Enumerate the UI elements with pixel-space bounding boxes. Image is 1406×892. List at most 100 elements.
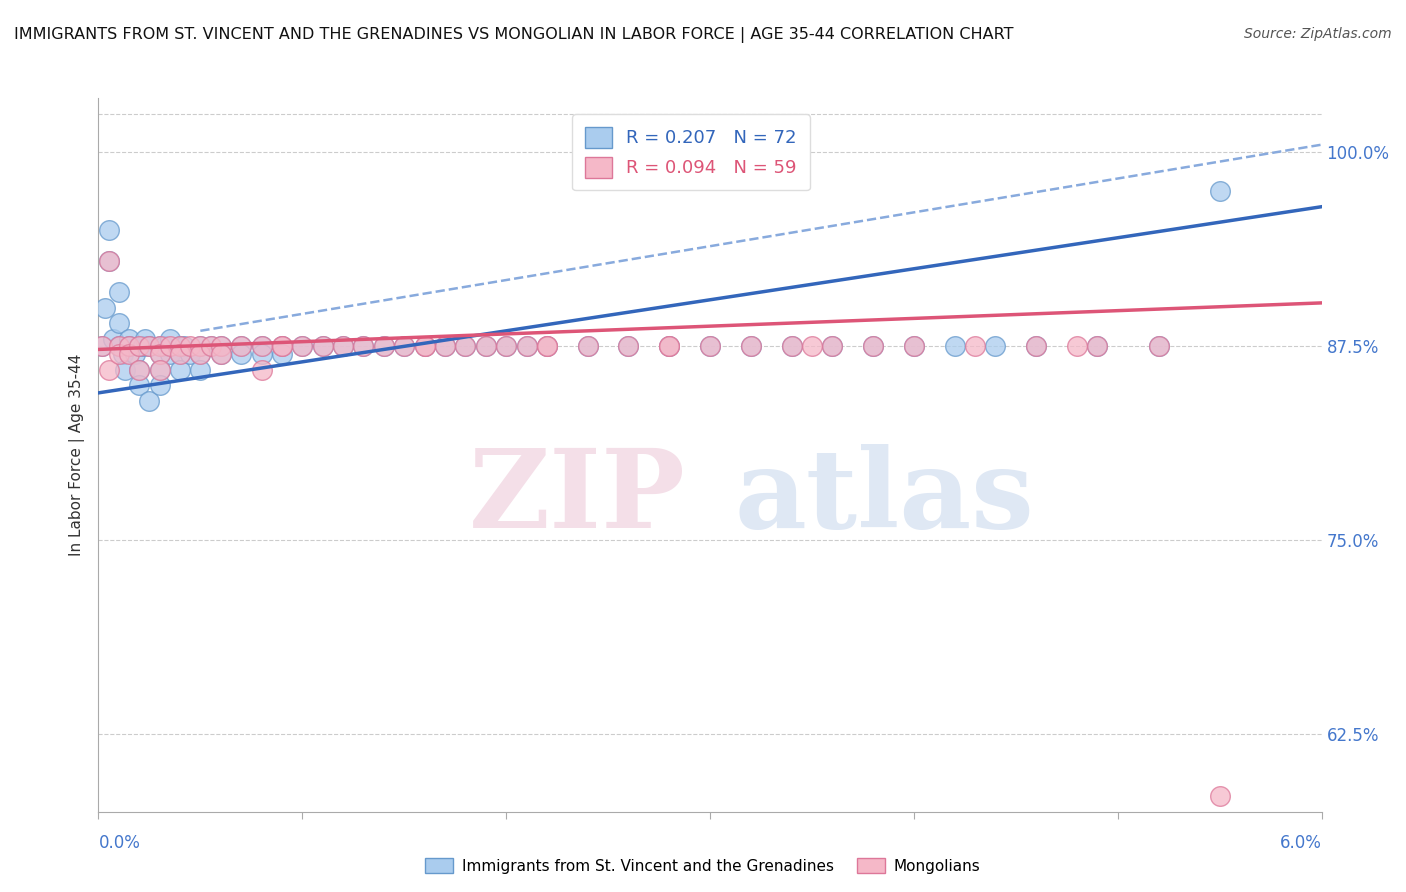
Point [128, 362, 150, 376]
Point [801, 339, 824, 353]
Point [173, 339, 195, 353]
Point [903, 339, 925, 353]
Point [108, 339, 131, 353]
Point [169, 339, 191, 353]
Point [231, 347, 253, 361]
Point [188, 339, 212, 353]
Point [101, 332, 124, 346]
Point [200, 339, 222, 353]
Point [1025, 339, 1047, 353]
Point [149, 339, 172, 353]
Point [474, 339, 498, 353]
Point [108, 285, 131, 299]
Point [169, 339, 191, 353]
Text: IMMIGRANTS FROM ST. VINCENT AND THE GRENADINES VS MONGOLIAN IN LABOR FORCE | AGE: IMMIGRANTS FROM ST. VINCENT AND THE GREN… [14, 27, 1014, 43]
Point [780, 339, 803, 353]
Point [128, 339, 150, 353]
Point [495, 339, 517, 353]
Point [576, 339, 599, 353]
Point [311, 339, 335, 353]
Text: 0.0%: 0.0% [98, 834, 141, 852]
Point [332, 339, 354, 353]
Point [114, 362, 136, 376]
Point [740, 339, 762, 353]
Point [352, 339, 374, 353]
Point [413, 339, 436, 353]
Point [108, 339, 131, 353]
Point [1147, 339, 1170, 353]
Legend: Immigrants from St. Vincent and the Grenadines, Mongolians: Immigrants from St. Vincent and the Gren… [419, 852, 987, 880]
Text: atlas: atlas [734, 444, 1035, 551]
Point [118, 332, 141, 346]
Point [373, 339, 395, 353]
Point [231, 339, 253, 353]
Point [1025, 339, 1047, 353]
Point [862, 339, 884, 353]
Point [250, 362, 273, 376]
Point [134, 332, 156, 346]
Point [270, 339, 292, 353]
Point [118, 347, 141, 361]
Point [658, 339, 681, 353]
Point [159, 339, 181, 353]
Point [943, 339, 966, 353]
Point [209, 339, 232, 353]
Text: ZIP: ZIP [468, 444, 686, 551]
Point [821, 339, 844, 353]
Point [250, 339, 273, 353]
Point [474, 339, 498, 353]
Point [1208, 789, 1232, 804]
Point [862, 339, 884, 353]
Point [332, 339, 354, 353]
Point [250, 347, 273, 361]
Point [740, 339, 762, 353]
Point [291, 339, 314, 353]
Point [1085, 339, 1108, 353]
Point [169, 347, 191, 361]
Point [188, 347, 212, 361]
Point [984, 339, 1007, 353]
Point [433, 339, 456, 353]
Point [536, 339, 558, 353]
Point [536, 339, 558, 353]
Point [516, 339, 538, 353]
Point [179, 347, 201, 361]
Point [536, 339, 558, 353]
Point [311, 339, 335, 353]
Point [138, 393, 160, 408]
Point [617, 339, 640, 353]
Point [576, 339, 599, 353]
Point [91, 339, 114, 353]
Point [231, 339, 253, 353]
Legend: R = 0.207   N = 72, R = 0.094   N = 59: R = 0.207 N = 72, R = 0.094 N = 59 [572, 114, 810, 190]
Point [132, 339, 155, 353]
Point [250, 339, 273, 353]
Point [617, 339, 640, 353]
Point [138, 339, 160, 353]
Point [392, 339, 416, 353]
Point [128, 362, 150, 376]
Point [91, 339, 114, 353]
Y-axis label: In Labor Force | Age 35-44: In Labor Force | Age 35-44 [69, 354, 86, 556]
Point [149, 362, 172, 376]
Point [149, 339, 172, 353]
Point [821, 339, 844, 353]
Point [169, 347, 191, 361]
Point [1208, 184, 1232, 198]
Point [433, 339, 456, 353]
Point [159, 347, 181, 361]
Point [413, 339, 436, 353]
Point [658, 339, 681, 353]
Point [188, 347, 212, 361]
Point [516, 339, 538, 353]
Point [413, 339, 436, 353]
Point [373, 339, 395, 353]
Point [1147, 339, 1170, 353]
Point [97, 362, 120, 376]
Point [179, 339, 201, 353]
Point [108, 347, 131, 361]
Point [780, 339, 803, 353]
Point [97, 254, 120, 268]
Point [97, 254, 120, 268]
Point [159, 332, 181, 346]
